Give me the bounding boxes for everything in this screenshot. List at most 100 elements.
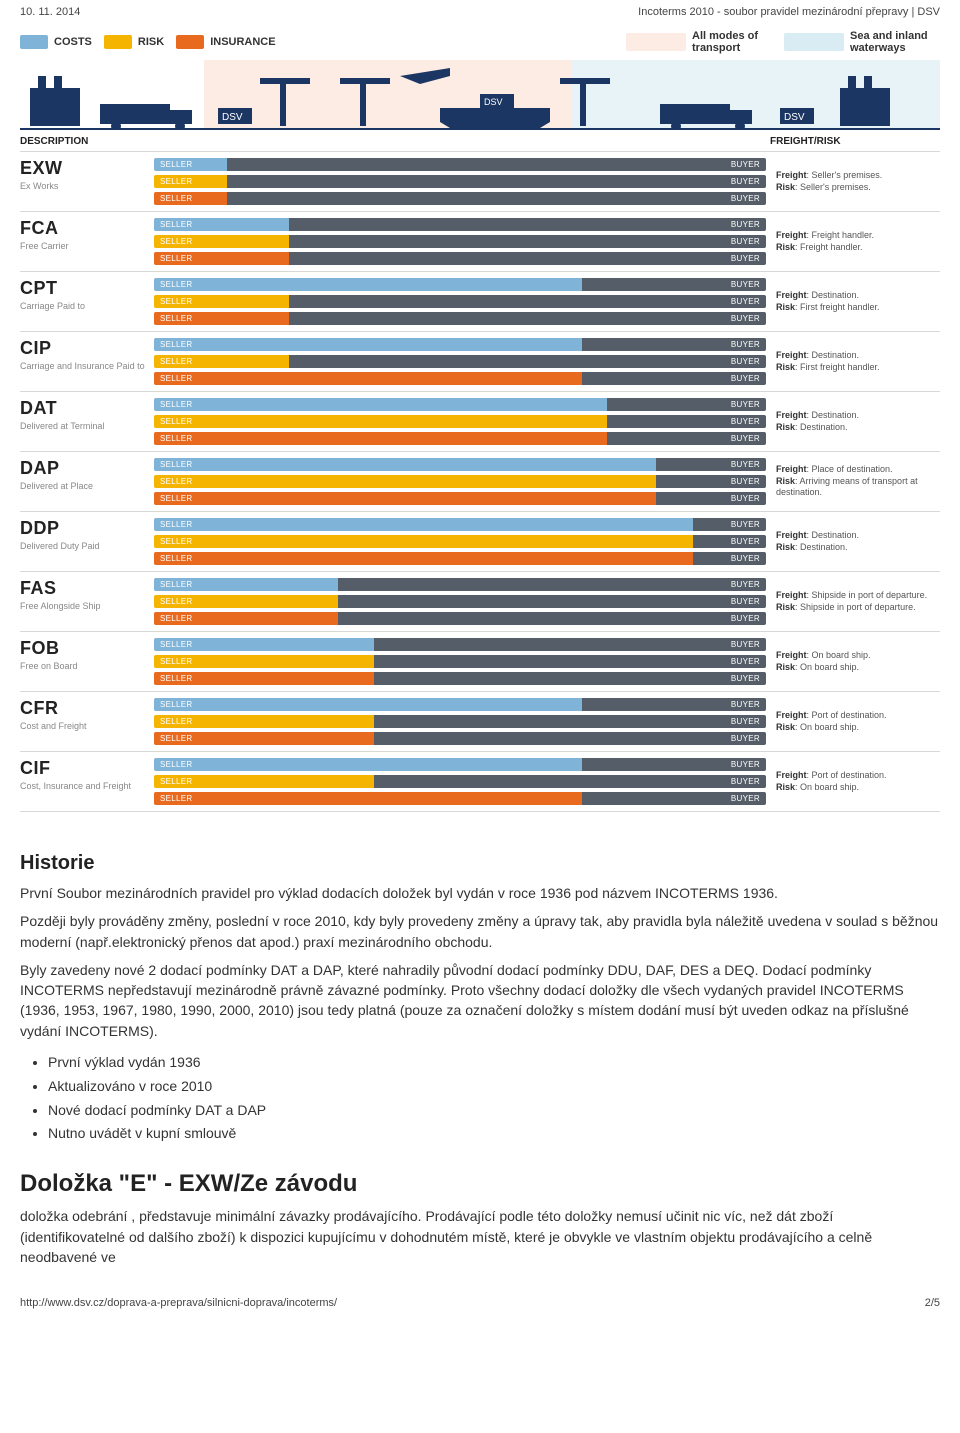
bar-ins: SELLERBUYER <box>154 552 766 565</box>
bar-ins: SELLERBUYER <box>154 432 766 445</box>
list-item: Nové dodací podmínky DAT a DAP <box>48 1099 940 1123</box>
swatch-allmodes <box>626 33 686 51</box>
row-desc: CFRCost and Freight <box>20 698 150 745</box>
page-footer: http://www.dsv.cz/doprava-a-preprava/sil… <box>20 1297 940 1309</box>
incoterm-code: FAS <box>20 578 150 599</box>
row-freight: Freight: Port of destination.Risk: On bo… <box>770 698 940 745</box>
bar-risk: SELLERBUYER <box>154 295 766 308</box>
legend-sea: Sea and inland waterways <box>784 30 940 54</box>
bar-risk: SELLERBUYER <box>154 595 766 608</box>
incoterm-name: Free Alongside Ship <box>20 601 150 611</box>
row-freight: Freight: Place of destination.Risk: Arri… <box>770 458 940 505</box>
bar-risk: SELLERBUYER <box>154 175 766 188</box>
bar-risk: SELLERBUYER <box>154 415 766 428</box>
table-row: FOBFree on BoardSELLERBUYERSELLERBUYERSE… <box>20 631 940 691</box>
incoterm-name: Delivered Duty Paid <box>20 541 150 551</box>
swatch-costs <box>20 35 48 49</box>
legend: COSTS RISK INSURANCE All modes of transp… <box>20 26 940 60</box>
incoterm-name: Free on Board <box>20 661 150 671</box>
incoterm-code: FOB <box>20 638 150 659</box>
bar-cost: SELLERBUYER <box>154 578 766 591</box>
svg-text:DSV: DSV <box>784 112 805 123</box>
table-row: CIPCarriage and Insurance Paid to SELLERB… <box>20 331 940 391</box>
row-bars: SELLERBUYERSELLERBUYERSELLERBUYER <box>150 338 770 385</box>
heading-dolozka-e: Doložka "E" - EXW/Ze závodu <box>20 1170 940 1198</box>
incoterm-code: EXW <box>20 158 150 179</box>
bar-risk: SELLERBUYER <box>154 535 766 548</box>
row-desc: DDP Delivered Duty Paid <box>20 518 150 565</box>
bar-risk: SELLERBUYER <box>154 715 766 728</box>
row-freight: Freight: Destination.Risk: First freight… <box>770 278 940 325</box>
incoterm-code: DDP <box>20 518 150 539</box>
incoterm-name: Delivered at Terminal <box>20 421 150 431</box>
row-freight: Freight: Destination.Risk: Destination. <box>770 518 940 565</box>
legend-costs: COSTS <box>20 35 92 49</box>
bar-ins: SELLERBUYER <box>154 732 766 745</box>
incoterm-name: Cost, Insurance and Freight <box>20 781 150 791</box>
table-row: DDPDelivered Duty PaidSELLERBUYERSELLERB… <box>20 511 940 571</box>
bar-cost: SELLERBUYER <box>154 218 766 231</box>
row-desc: EXW Ex Works <box>20 158 150 205</box>
page-header: 10. 11. 2014 Incoterms 2010 - soubor pra… <box>20 0 940 26</box>
swatch-risk <box>104 35 132 49</box>
row-freight: Freight: On board ship.Risk: On board sh… <box>770 638 940 685</box>
bar-ins: SELLERBUYER <box>154 252 766 265</box>
row-freight: Freight: Seller's premises.Risk: Seller'… <box>770 158 940 205</box>
footer-url: http://www.dsv.cz/doprava-a-preprava/sil… <box>20 1297 337 1309</box>
para-2: Později byly prováděny změny, poslední v… <box>20 911 940 952</box>
bar-cost: SELLERBUYER <box>154 518 766 531</box>
incoterm-name: Carriage Paid to <box>20 301 150 311</box>
row-desc: DAT Delivered at Terminal <box>20 398 150 445</box>
row-bars: SELLERBUYERSELLERBUYERSELLERBUYER <box>150 458 770 505</box>
th-freight: FREIGHT/RISK <box>770 136 940 147</box>
incoterm-name: Free Carrier <box>20 241 150 251</box>
table-row: DAT Delivered at Terminal SELLERBUYER SELLE… <box>20 391 940 451</box>
table-row: EXWEx WorksSELLERBUYERSELLERBUYERSELLERB… <box>20 151 940 211</box>
bar-risk: SELLERBUYER <box>154 355 766 368</box>
list-item: Nutno uvádět v kupní smlouvě <box>48 1122 940 1146</box>
bar-cost: SELLERBUYER <box>154 278 766 291</box>
row-desc: FOB Free on Board <box>20 638 150 685</box>
row-freight: Freight: Destination.Risk: First freight… <box>770 338 940 385</box>
incoterm-code: DAP <box>20 458 150 479</box>
incoterm-name: Carriage and Insurance Paid to <box>20 361 150 371</box>
footer-page: 2/5 <box>925 1297 940 1309</box>
incoterm-name: Ex Works <box>20 181 150 191</box>
para-4: doložka odebrání , představuje minimální… <box>20 1206 940 1267</box>
row-bars: SELLERBUYERSELLERBUYERSELLERBUYER <box>150 158 770 205</box>
legend-insurance-label: INSURANCE <box>210 36 275 48</box>
row-bars: SELLERBUYER SELLERBUYER SELLERBUYER <box>150 698 770 745</box>
legend-risk: RISK <box>104 35 164 49</box>
incoterm-name: Cost and Freight <box>20 721 150 731</box>
incoterm-code: CPT <box>20 278 150 299</box>
swatch-sea <box>784 33 844 51</box>
incoterm-code: DAT <box>20 398 150 419</box>
bar-ins: SELLERBUYER <box>154 312 766 325</box>
header-title: Incoterms 2010 - soubor pravidel mezinár… <box>638 6 940 18</box>
row-desc: FAS Free Alongside Ship <box>20 578 150 625</box>
row-desc: CIPCarriage and Insurance Paid to <box>20 338 150 385</box>
article-body: Historie První Soubor mezinárodních prav… <box>20 852 940 1267</box>
table-head: DESCRIPTION FREIGHT/RISK <box>20 132 940 151</box>
para-3: Byly zavedeny nové 2 dodací podmínky DAT… <box>20 960 940 1041</box>
list-item: Aktualizováno v roce 2010 <box>48 1075 940 1099</box>
legend-allmodes-label: All modes of transport <box>692 30 772 54</box>
bar-cost: SELLERBUYER <box>154 638 766 651</box>
bar-risk: SELLERBUYER <box>154 235 766 248</box>
row-freight: Freight: Freight handler.Risk: Freight h… <box>770 218 940 265</box>
row-bars: SELLERBUYERSELLERBUYERSELLERBUYER <box>150 638 770 685</box>
bullet-list: První výklad vydán 1936Aktualizováno v r… <box>48 1051 940 1146</box>
legend-risk-label: RISK <box>138 36 164 48</box>
bar-ins: SELLERBUYER <box>154 672 766 685</box>
row-desc: CIFCost, Insurance and Freight <box>20 758 150 805</box>
bar-cost: SELLERBUYER <box>154 158 766 171</box>
bar-ins: SELLERBUYER <box>154 372 766 385</box>
bar-cost: SELLERBUYER <box>154 698 766 711</box>
row-bars: SELLERBUYER SELLERBUYER SELLERBUYER <box>150 518 770 565</box>
incoterm-name: Delivered at Place <box>20 481 150 491</box>
transport-illustration: DSV DSV DSV <box>20 60 940 130</box>
bar-ins: SELLERBUYER <box>154 492 766 505</box>
table-row: CPT Carriage Paid to SELLERBUYER SELLERBUYE… <box>20 271 940 331</box>
row-freight: Freight: Shipside in port of departure.R… <box>770 578 940 625</box>
swatch-insurance <box>176 35 204 49</box>
